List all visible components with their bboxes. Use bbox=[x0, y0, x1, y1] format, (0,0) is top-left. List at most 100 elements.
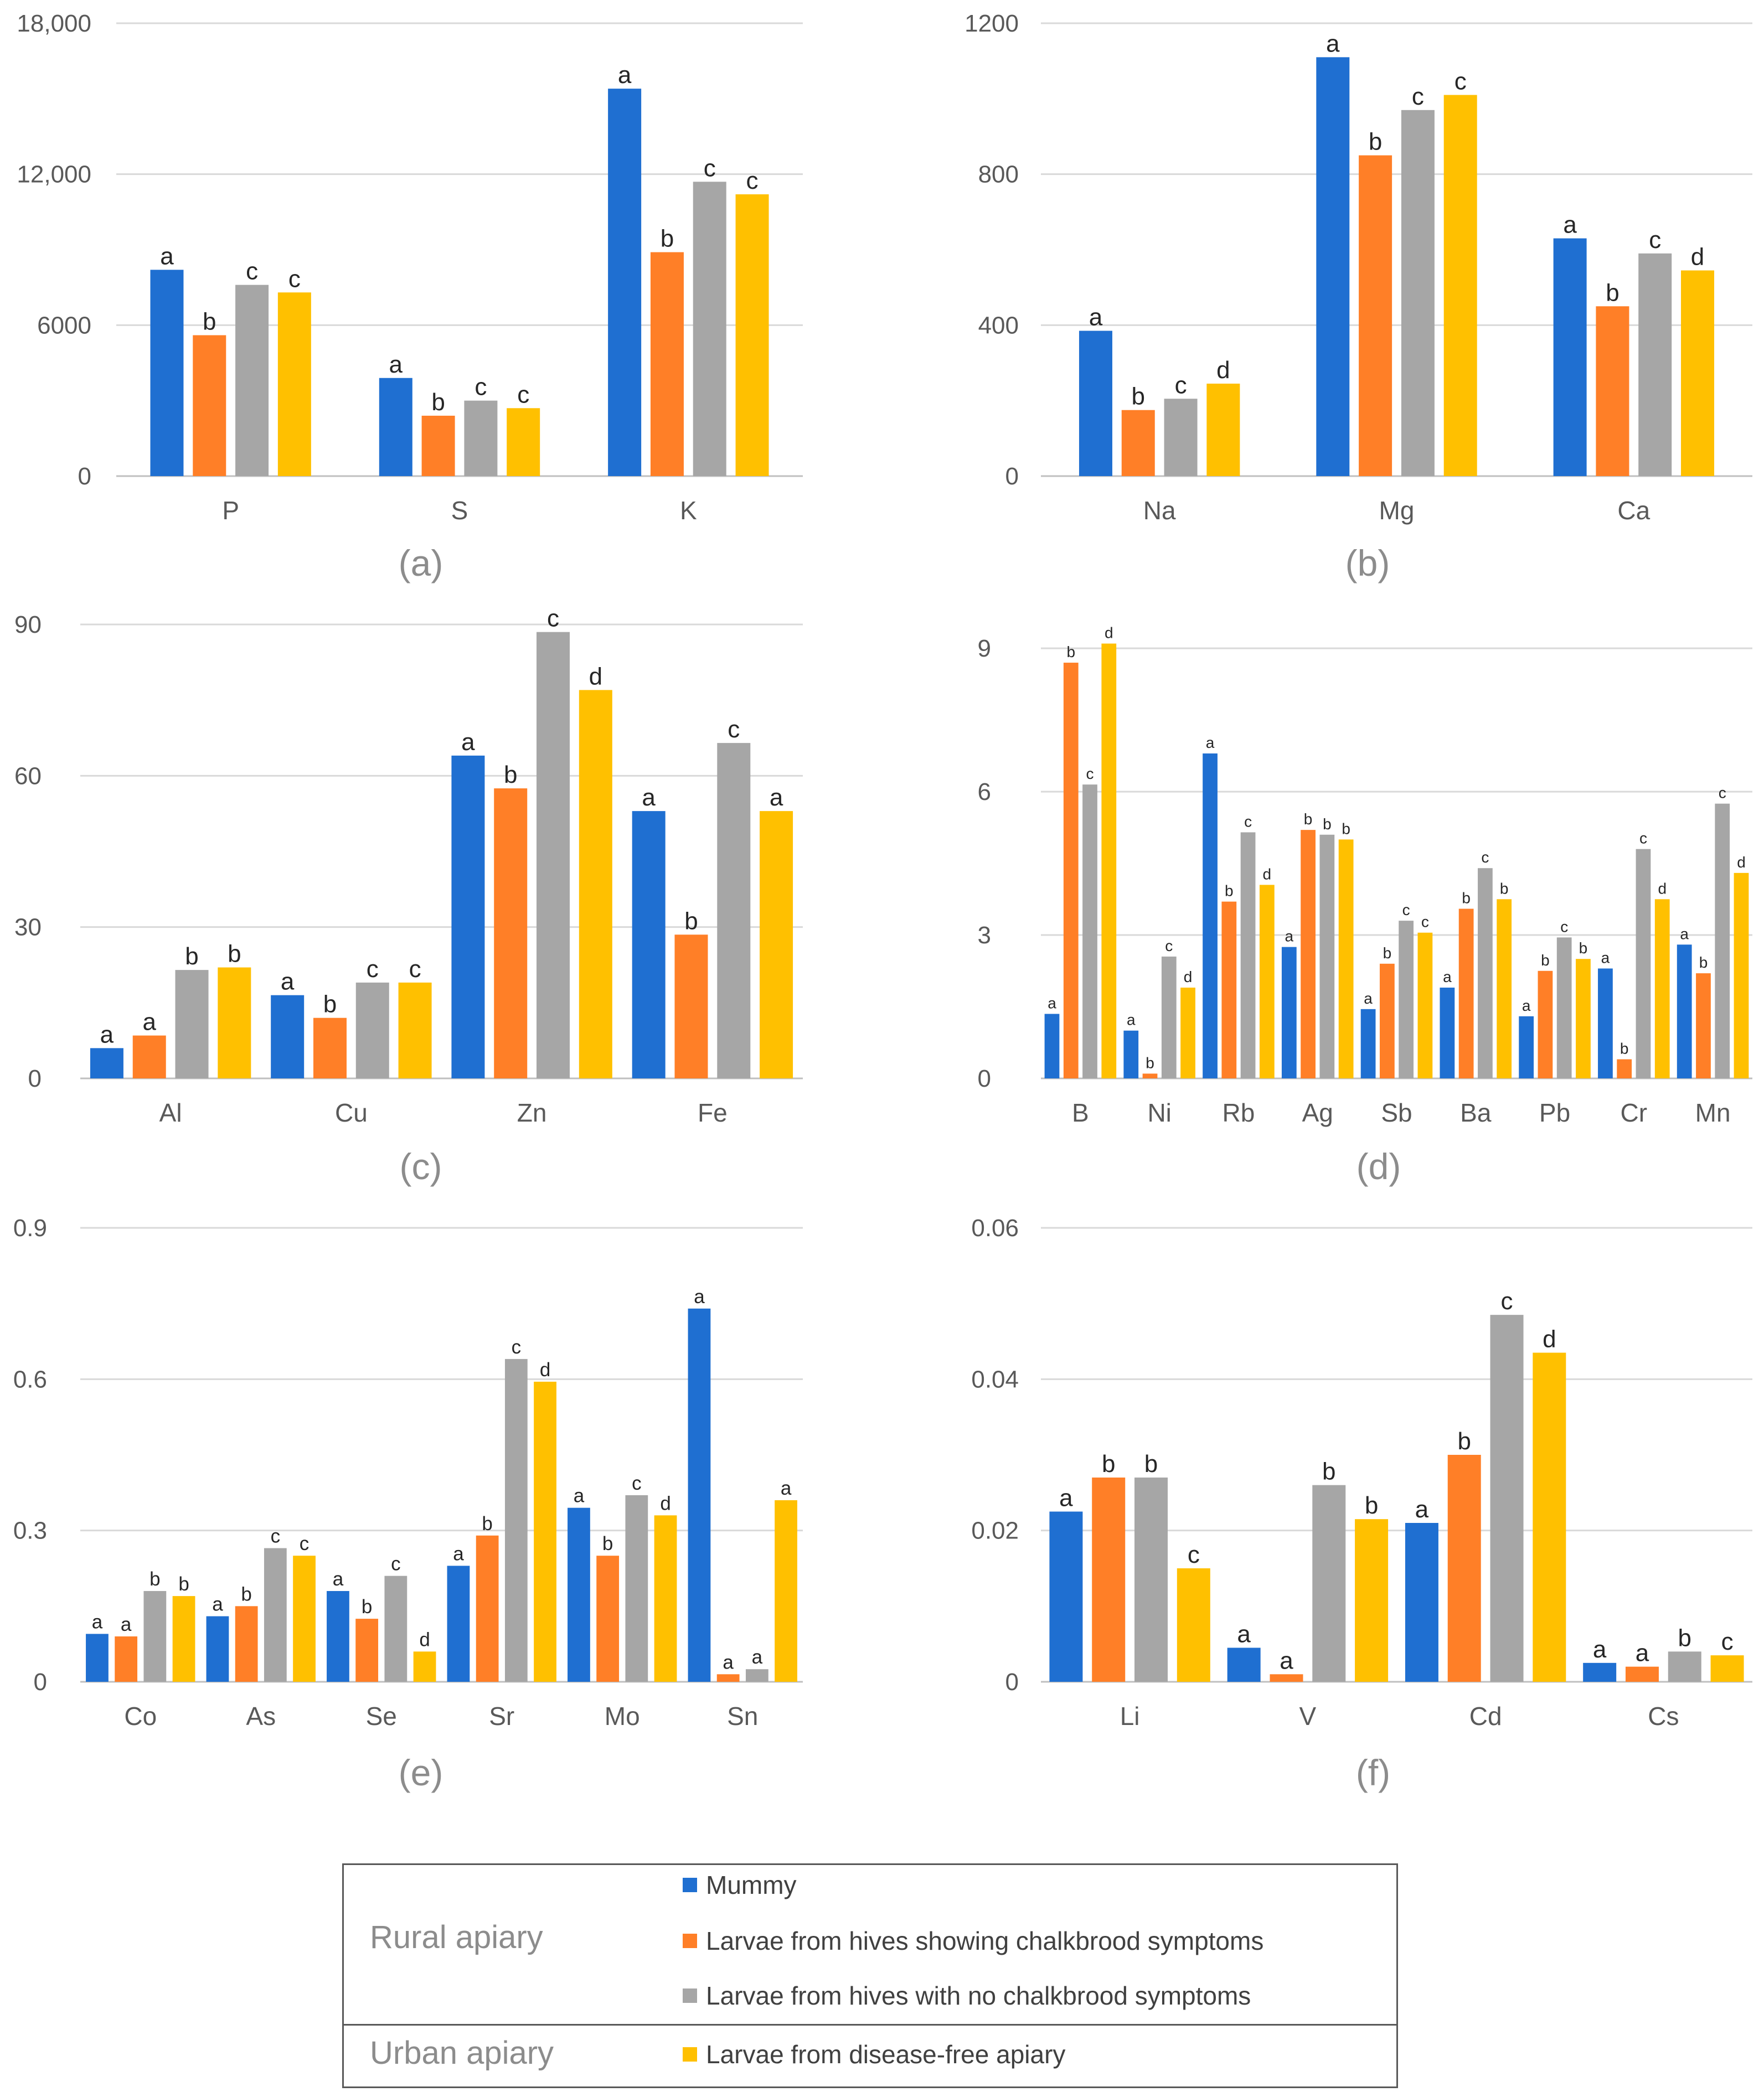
significance-label: b bbox=[178, 1573, 189, 1595]
significance-label: c bbox=[1481, 849, 1489, 866]
category-label-co: Co bbox=[124, 1702, 157, 1731]
y-tick-label: 30 bbox=[14, 914, 42, 941]
significance-label: a bbox=[1237, 1621, 1251, 1648]
significance-label: a bbox=[752, 1646, 763, 1668]
bar-f-v-s2 bbox=[1312, 1485, 1346, 1682]
category-label-ni: Ni bbox=[1147, 1098, 1171, 1127]
significance-label: b bbox=[1144, 1450, 1158, 1478]
panel-label-d: (d) bbox=[1356, 1146, 1401, 1187]
category-label-cs: Cs bbox=[1648, 1702, 1679, 1731]
bar-d-pb-s3 bbox=[1576, 959, 1591, 1078]
bar-e-mo-s1 bbox=[596, 1556, 620, 1682]
category-label-cr: Cr bbox=[1621, 1098, 1648, 1127]
significance-label: c bbox=[1244, 813, 1252, 830]
bar-c-cu-s3 bbox=[398, 982, 432, 1078]
significance-label: a bbox=[1601, 949, 1610, 966]
bar-a-p-s1 bbox=[193, 335, 226, 476]
bar-a-p-s0 bbox=[150, 270, 184, 476]
bar-f-cd-s2 bbox=[1490, 1315, 1524, 1682]
category-label-zn: Zn bbox=[517, 1098, 547, 1127]
significance-label: a bbox=[100, 1021, 114, 1048]
bar-e-as-s3 bbox=[293, 1556, 316, 1682]
significance-label: a bbox=[281, 968, 295, 995]
bar-d-cr-s0 bbox=[1598, 968, 1613, 1078]
significance-label: c bbox=[746, 167, 759, 194]
significance-label: b bbox=[185, 943, 198, 970]
bar-f-v-s3 bbox=[1355, 1519, 1389, 1682]
significance-label: c bbox=[1649, 226, 1661, 254]
bar-d-pb-s2 bbox=[1556, 937, 1572, 1078]
bar-e-sn-s3 bbox=[775, 1500, 797, 1682]
bar-c-al-s0 bbox=[90, 1048, 123, 1078]
significance-label: c bbox=[1454, 68, 1467, 95]
y-tick-label: 0 bbox=[978, 1065, 991, 1092]
significance-label: c bbox=[1719, 784, 1726, 802]
significance-label: b bbox=[684, 907, 698, 934]
significance-label: a bbox=[92, 1611, 103, 1633]
significance-label: b bbox=[228, 941, 241, 968]
bar-d-mn-s3 bbox=[1734, 872, 1749, 1078]
significance-label: c bbox=[367, 955, 379, 983]
bar-d-b-s0 bbox=[1044, 1014, 1060, 1078]
significance-label: c bbox=[1086, 765, 1094, 782]
category-label-li: Li bbox=[1120, 1702, 1140, 1731]
significance-label: b bbox=[1146, 1054, 1154, 1071]
significance-label: b bbox=[1322, 1458, 1335, 1485]
y-tick-label: 0 bbox=[78, 463, 91, 490]
significance-label: a bbox=[1206, 734, 1215, 751]
significance-label: c bbox=[704, 154, 716, 182]
legend-rural-box bbox=[342, 1863, 1398, 2026]
bar-a-k-s2 bbox=[693, 182, 726, 476]
bar-d-ni-s0 bbox=[1123, 1030, 1139, 1078]
bar-d-rb-s0 bbox=[1203, 753, 1218, 1078]
bar-e-co-s1 bbox=[115, 1636, 138, 1682]
y-tick-label: 0 bbox=[34, 1669, 47, 1696]
significance-label: c bbox=[512, 1336, 522, 1358]
significance-label: b bbox=[1066, 643, 1075, 660]
significance-label: a bbox=[723, 1651, 734, 1673]
bar-c-zn-s0 bbox=[451, 755, 485, 1078]
significance-label: a bbox=[461, 729, 475, 756]
category-label-cu: Cu bbox=[335, 1098, 368, 1127]
bar-e-sr-s2 bbox=[504, 1359, 528, 1682]
significance-label: b bbox=[1606, 279, 1619, 306]
significance-label: c bbox=[300, 1533, 310, 1554]
bar-d-b-s3 bbox=[1101, 643, 1117, 1078]
significance-label: b bbox=[241, 1583, 251, 1605]
significance-label: a bbox=[1059, 1485, 1073, 1512]
bar-d-b-s2 bbox=[1082, 784, 1097, 1078]
bar-b-ca-s2 bbox=[1638, 253, 1672, 476]
significance-label: a bbox=[1285, 928, 1294, 945]
category-label-sn: Sn bbox=[727, 1702, 758, 1731]
category-label-k: K bbox=[680, 496, 697, 525]
bar-d-mn-s0 bbox=[1677, 944, 1692, 1078]
significance-label: b bbox=[1102, 1450, 1115, 1478]
significance-label: a bbox=[1593, 1636, 1607, 1663]
significance-label: b bbox=[203, 308, 216, 335]
y-tick-label: 0.3 bbox=[13, 1517, 47, 1545]
significance-label: a bbox=[1089, 304, 1103, 331]
category-label-ca: Ca bbox=[1617, 496, 1650, 525]
y-tick-label: 0 bbox=[28, 1065, 42, 1092]
significance-label: a bbox=[1326, 30, 1340, 57]
significance-label: b bbox=[431, 389, 445, 416]
bar-d-mn-s2 bbox=[1715, 803, 1730, 1078]
significance-label: c bbox=[1560, 918, 1568, 935]
bar-e-co-s0 bbox=[86, 1634, 109, 1682]
bar-e-mo-s0 bbox=[568, 1507, 590, 1682]
bar-a-k-s0 bbox=[608, 89, 642, 477]
y-tick-label: 90 bbox=[14, 611, 42, 638]
bar-b-ca-s0 bbox=[1553, 238, 1587, 476]
category-label-rb: Rb bbox=[1223, 1098, 1255, 1127]
significance-label: c bbox=[1402, 901, 1410, 918]
bar-e-se-s2 bbox=[384, 1576, 408, 1682]
significance-label: a bbox=[618, 61, 632, 89]
significance-label: b bbox=[1323, 815, 1332, 833]
significance-label: a bbox=[1280, 1647, 1293, 1674]
category-label-al: Al bbox=[159, 1098, 182, 1127]
bar-a-s-s0 bbox=[379, 378, 412, 476]
significance-label: b bbox=[1457, 1428, 1471, 1455]
significance-label: a bbox=[333, 1568, 344, 1590]
significance-label: d bbox=[1105, 624, 1113, 642]
